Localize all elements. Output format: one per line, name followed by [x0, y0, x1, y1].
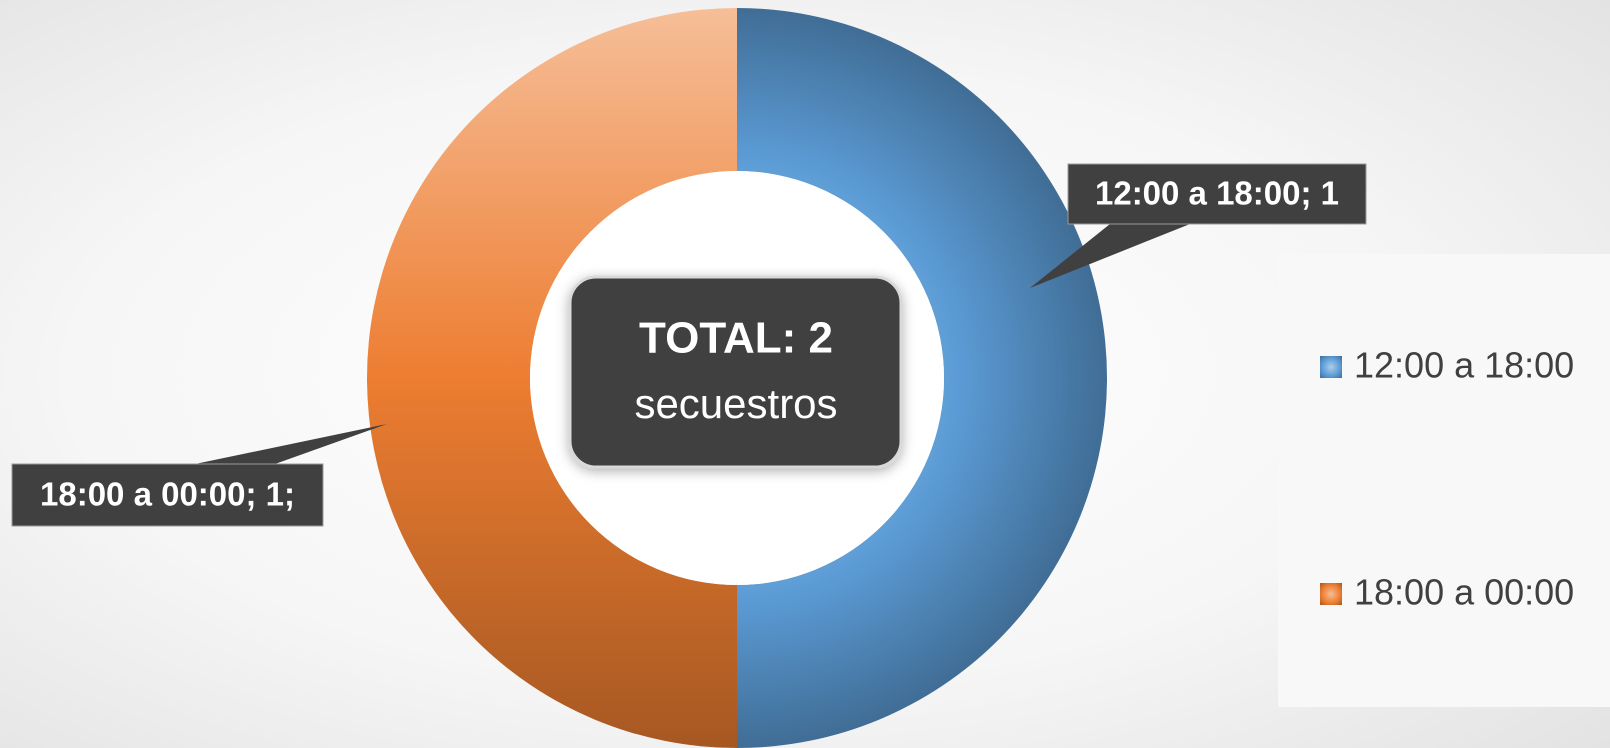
label-pointer: [1030, 224, 1190, 288]
donut-slice: [367, 8, 737, 748]
center-unit: secuestros: [634, 380, 837, 427]
donut: [367, 8, 1107, 748]
data-label: 18:00 a 00:00; 1;: [40, 476, 295, 513]
legend-panel: [1278, 254, 1610, 707]
label-pointer: [195, 424, 387, 464]
center-box: [568, 275, 903, 469]
donut-slice: [737, 8, 1107, 748]
label-box: [1067, 163, 1367, 225]
legend-label: 18:00 a 00:00: [1354, 572, 1574, 613]
label-box: [11, 463, 324, 527]
labels: 12:00 a 18:00; 1 12:00 a 18:00 18:00 a 00:…: [11, 163, 1574, 613]
center-total: TOTAL: 2: [639, 314, 833, 363]
data-label: 12:00 a 18:00; 1: [1095, 175, 1339, 212]
legend-swatch: [1320, 583, 1342, 605]
legend-swatch: [1320, 356, 1342, 378]
legend-label: 12:00 a 18:00: [1354, 345, 1574, 386]
